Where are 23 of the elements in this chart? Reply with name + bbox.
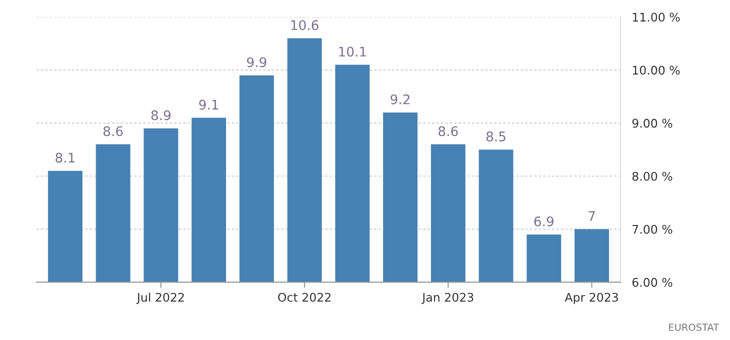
text: EUROSTAT xyxy=(669,324,720,331)
data-label: 8.9 xyxy=(151,110,171,120)
y-tick-label: 7.00 % xyxy=(632,224,672,234)
data-label: 10.6 xyxy=(291,20,318,30)
data-label: 9.1 xyxy=(199,100,218,110)
x-tick-label: Oct 2022 xyxy=(278,292,330,302)
data-label: 9.9 xyxy=(247,57,266,68)
data-label: 10.1 xyxy=(339,46,366,57)
data-label: 8.6 xyxy=(103,126,123,136)
y-tick-label: 8.00 % xyxy=(632,172,672,181)
data-label: 8.6 xyxy=(438,126,458,136)
y-tick-label: 9.00 % xyxy=(632,118,672,128)
y-tick-label: 11.00 % xyxy=(632,12,680,22)
x-tick-label: Jan 2023 xyxy=(422,292,474,304)
x-tick-label: Apr 2023 xyxy=(564,292,618,304)
data-label: 6.9 xyxy=(534,216,554,226)
x-tick-label: Jul 2022 xyxy=(136,292,184,304)
data-label: 8.1 xyxy=(56,152,74,163)
y-tick-label: 6.00 % xyxy=(632,278,672,287)
data-label: 7 xyxy=(588,211,595,221)
data-label: 8.5 xyxy=(486,132,506,142)
y-tick-label: 10.00 % xyxy=(632,66,680,75)
data-label: 9.2 xyxy=(390,94,410,104)
